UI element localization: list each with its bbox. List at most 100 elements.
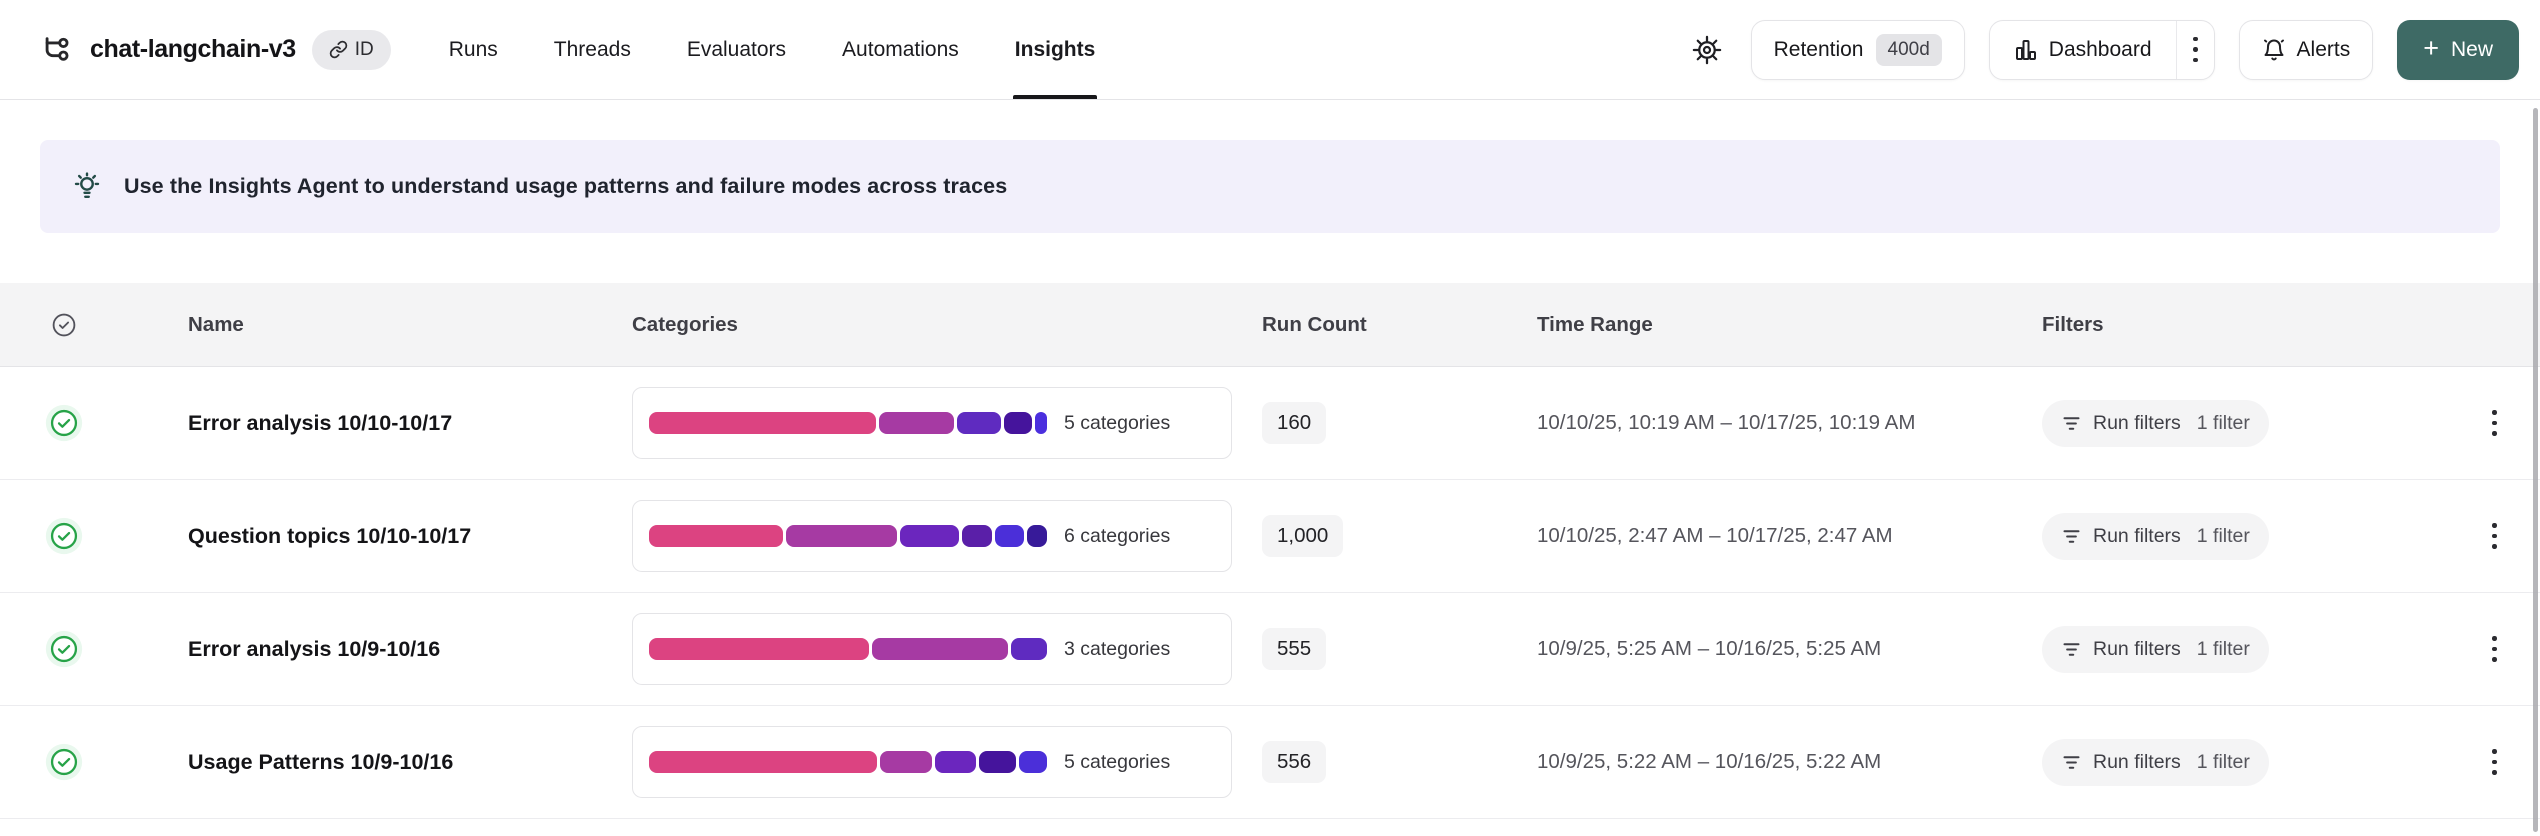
kebab-icon (2492, 636, 2497, 662)
new-label: New (2450, 37, 2493, 61)
trace-tree-icon (45, 36, 69, 61)
button-divider (2175, 20, 2178, 79)
run-filters-pill[interactable]: Run filters 1 filter (2042, 512, 2269, 560)
settings-button[interactable] (1687, 30, 1727, 70)
time-range-text: 10/9/25, 5:22 AM – 10/16/25, 5:22 AM (1537, 750, 1882, 773)
alerts-button[interactable]: Alerts (2238, 19, 2374, 80)
category-segment (1004, 412, 1033, 434)
categories-card[interactable]: 5 categories (632, 387, 1232, 459)
category-segment (1027, 525, 1048, 547)
run-filters-pill[interactable]: Run filters 1 filter (2042, 738, 2269, 786)
run-count-badge: 555 (1262, 628, 1327, 670)
category-segment (649, 638, 869, 660)
insights-table: Name Categories Run Count Time Range Fil… (0, 283, 2540, 819)
row-menu-button[interactable] (2484, 400, 2505, 446)
tab-insights[interactable]: Insights (1012, 0, 1098, 99)
top-nav: chat-langchain-v3 ID Runs Threads Evalua… (0, 0, 2540, 100)
bell-icon (2263, 39, 2284, 60)
category-segment (879, 751, 933, 773)
run-filters-pill[interactable]: Run filters 1 filter (2042, 399, 2269, 447)
status-success-icon (45, 404, 83, 442)
column-header-time-range: Time Range (1537, 312, 1653, 336)
filter-count-label: 1 filter (2196, 524, 2250, 547)
category-distribution-bar (649, 751, 1047, 773)
category-segment (649, 412, 876, 434)
vertical-scrollbar[interactable] (2533, 108, 2538, 832)
table-row[interactable]: Error analysis 10/10-10/17 5 categories … (0, 367, 2540, 480)
row-menu-button[interactable] (2484, 739, 2505, 785)
time-range-text: 10/9/25, 5:25 AM – 10/16/25, 5:25 AM (1537, 637, 1882, 660)
nav-actions: Retention 400d Dashboard (1687, 19, 2519, 80)
time-range-text: 10/10/25, 2:47 AM – 10/17/25, 2:47 AM (1537, 524, 1893, 547)
status-success-icon (45, 630, 83, 668)
categories-count-label: 5 categories (1064, 750, 1171, 773)
project-header: chat-langchain-v3 ID (40, 29, 391, 70)
project-title: chat-langchain-v3 (90, 35, 296, 63)
dashboard-more-button[interactable] (2177, 21, 2214, 79)
run-count-badge: 556 (1262, 741, 1327, 783)
run-filters-pill[interactable]: Run filters 1 filter (2042, 625, 2269, 673)
category-segment (1018, 751, 1047, 773)
categories-card[interactable]: 5 categories (632, 726, 1232, 798)
categories-count-label: 6 categories (1064, 524, 1171, 547)
run-count-badge: 1,000 (1262, 515, 1344, 557)
tab-automations[interactable]: Automations (842, 37, 959, 61)
categories-card[interactable]: 6 categories (632, 500, 1232, 572)
dashboard-button[interactable]: Dashboard (1990, 21, 2176, 79)
table-header-row: Name Categories Run Count Time Range Fil… (0, 283, 2540, 367)
filter-count-label: 1 filter (2196, 411, 2250, 434)
time-range-text: 10/10/25, 10:19 AM – 10/17/25, 10:19 AM (1537, 411, 1916, 434)
column-header-name: Name (188, 312, 244, 336)
column-header-run-count: Run Count (1262, 312, 1367, 336)
retention-button[interactable]: Retention 400d (1750, 19, 1965, 80)
new-button[interactable]: + New (2397, 19, 2519, 80)
table-row[interactable]: Usage Patterns 10/9-10/16 5 categories 5… (0, 706, 2540, 819)
kebab-icon (2193, 36, 2198, 63)
table-row[interactable]: Error analysis 10/9-10/16 3 categories 5… (0, 593, 2540, 706)
filter-pill-label: Run filters (2093, 411, 2181, 434)
row-menu-button[interactable] (2484, 513, 2505, 559)
tab-runs[interactable]: Runs (448, 37, 498, 61)
column-header-filters: Filters (2042, 312, 2104, 336)
tab-evaluators[interactable]: Evaluators (686, 37, 787, 61)
filter-lines-icon (2063, 529, 2080, 543)
category-segment (994, 525, 1025, 547)
table-row[interactable]: Question topics 10/10-10/17 6 categories… (0, 480, 2540, 593)
insights-info-banner: Use the Insights Agent to understand usa… (40, 140, 2500, 233)
filter-pill-label: Run filters (2093, 750, 2181, 773)
filter-count-label: 1 filter (2196, 750, 2250, 773)
tab-threads[interactable]: Threads (553, 37, 631, 61)
category-segment (786, 525, 897, 547)
categories-card[interactable]: 3 categories (632, 613, 1232, 685)
category-segment (978, 751, 1016, 773)
filter-lines-icon (2063, 416, 2080, 430)
gear-icon (1692, 35, 1721, 64)
kebab-icon (2492, 410, 2497, 436)
run-count-badge: 160 (1262, 402, 1327, 444)
filter-lines-icon (2063, 642, 2080, 656)
category-segment (1011, 638, 1047, 660)
insight-name[interactable]: Error analysis 10/10-10/17 (188, 410, 453, 435)
lightbulb-icon (74, 171, 100, 198)
copy-id-badge[interactable]: ID (311, 29, 391, 70)
category-segment (872, 638, 1008, 660)
link-icon (329, 40, 347, 59)
banner-text: Use the Insights Agent to understand usa… (124, 174, 1008, 198)
plus-icon: + (2423, 33, 2439, 63)
insight-name[interactable]: Error analysis 10/9-10/16 (188, 636, 441, 661)
category-segment (649, 525, 784, 547)
select-all-check-icon[interactable] (51, 312, 77, 338)
category-distribution-bar (649, 638, 1047, 660)
category-segment (899, 525, 960, 547)
category-segment (957, 412, 1002, 434)
category-segment (962, 525, 992, 547)
row-menu-button[interactable] (2484, 626, 2505, 672)
category-segment (1035, 412, 1047, 434)
insight-name[interactable]: Usage Patterns 10/9-10/16 (188, 749, 454, 774)
insight-name[interactable]: Question topics 10/10-10/17 (188, 523, 472, 548)
categories-count-label: 5 categories (1064, 411, 1171, 434)
alerts-label: Alerts (2296, 37, 2351, 61)
filter-lines-icon (2063, 755, 2080, 769)
retention-value-badge: 400d (1875, 33, 1942, 66)
kebab-icon (2492, 749, 2497, 775)
